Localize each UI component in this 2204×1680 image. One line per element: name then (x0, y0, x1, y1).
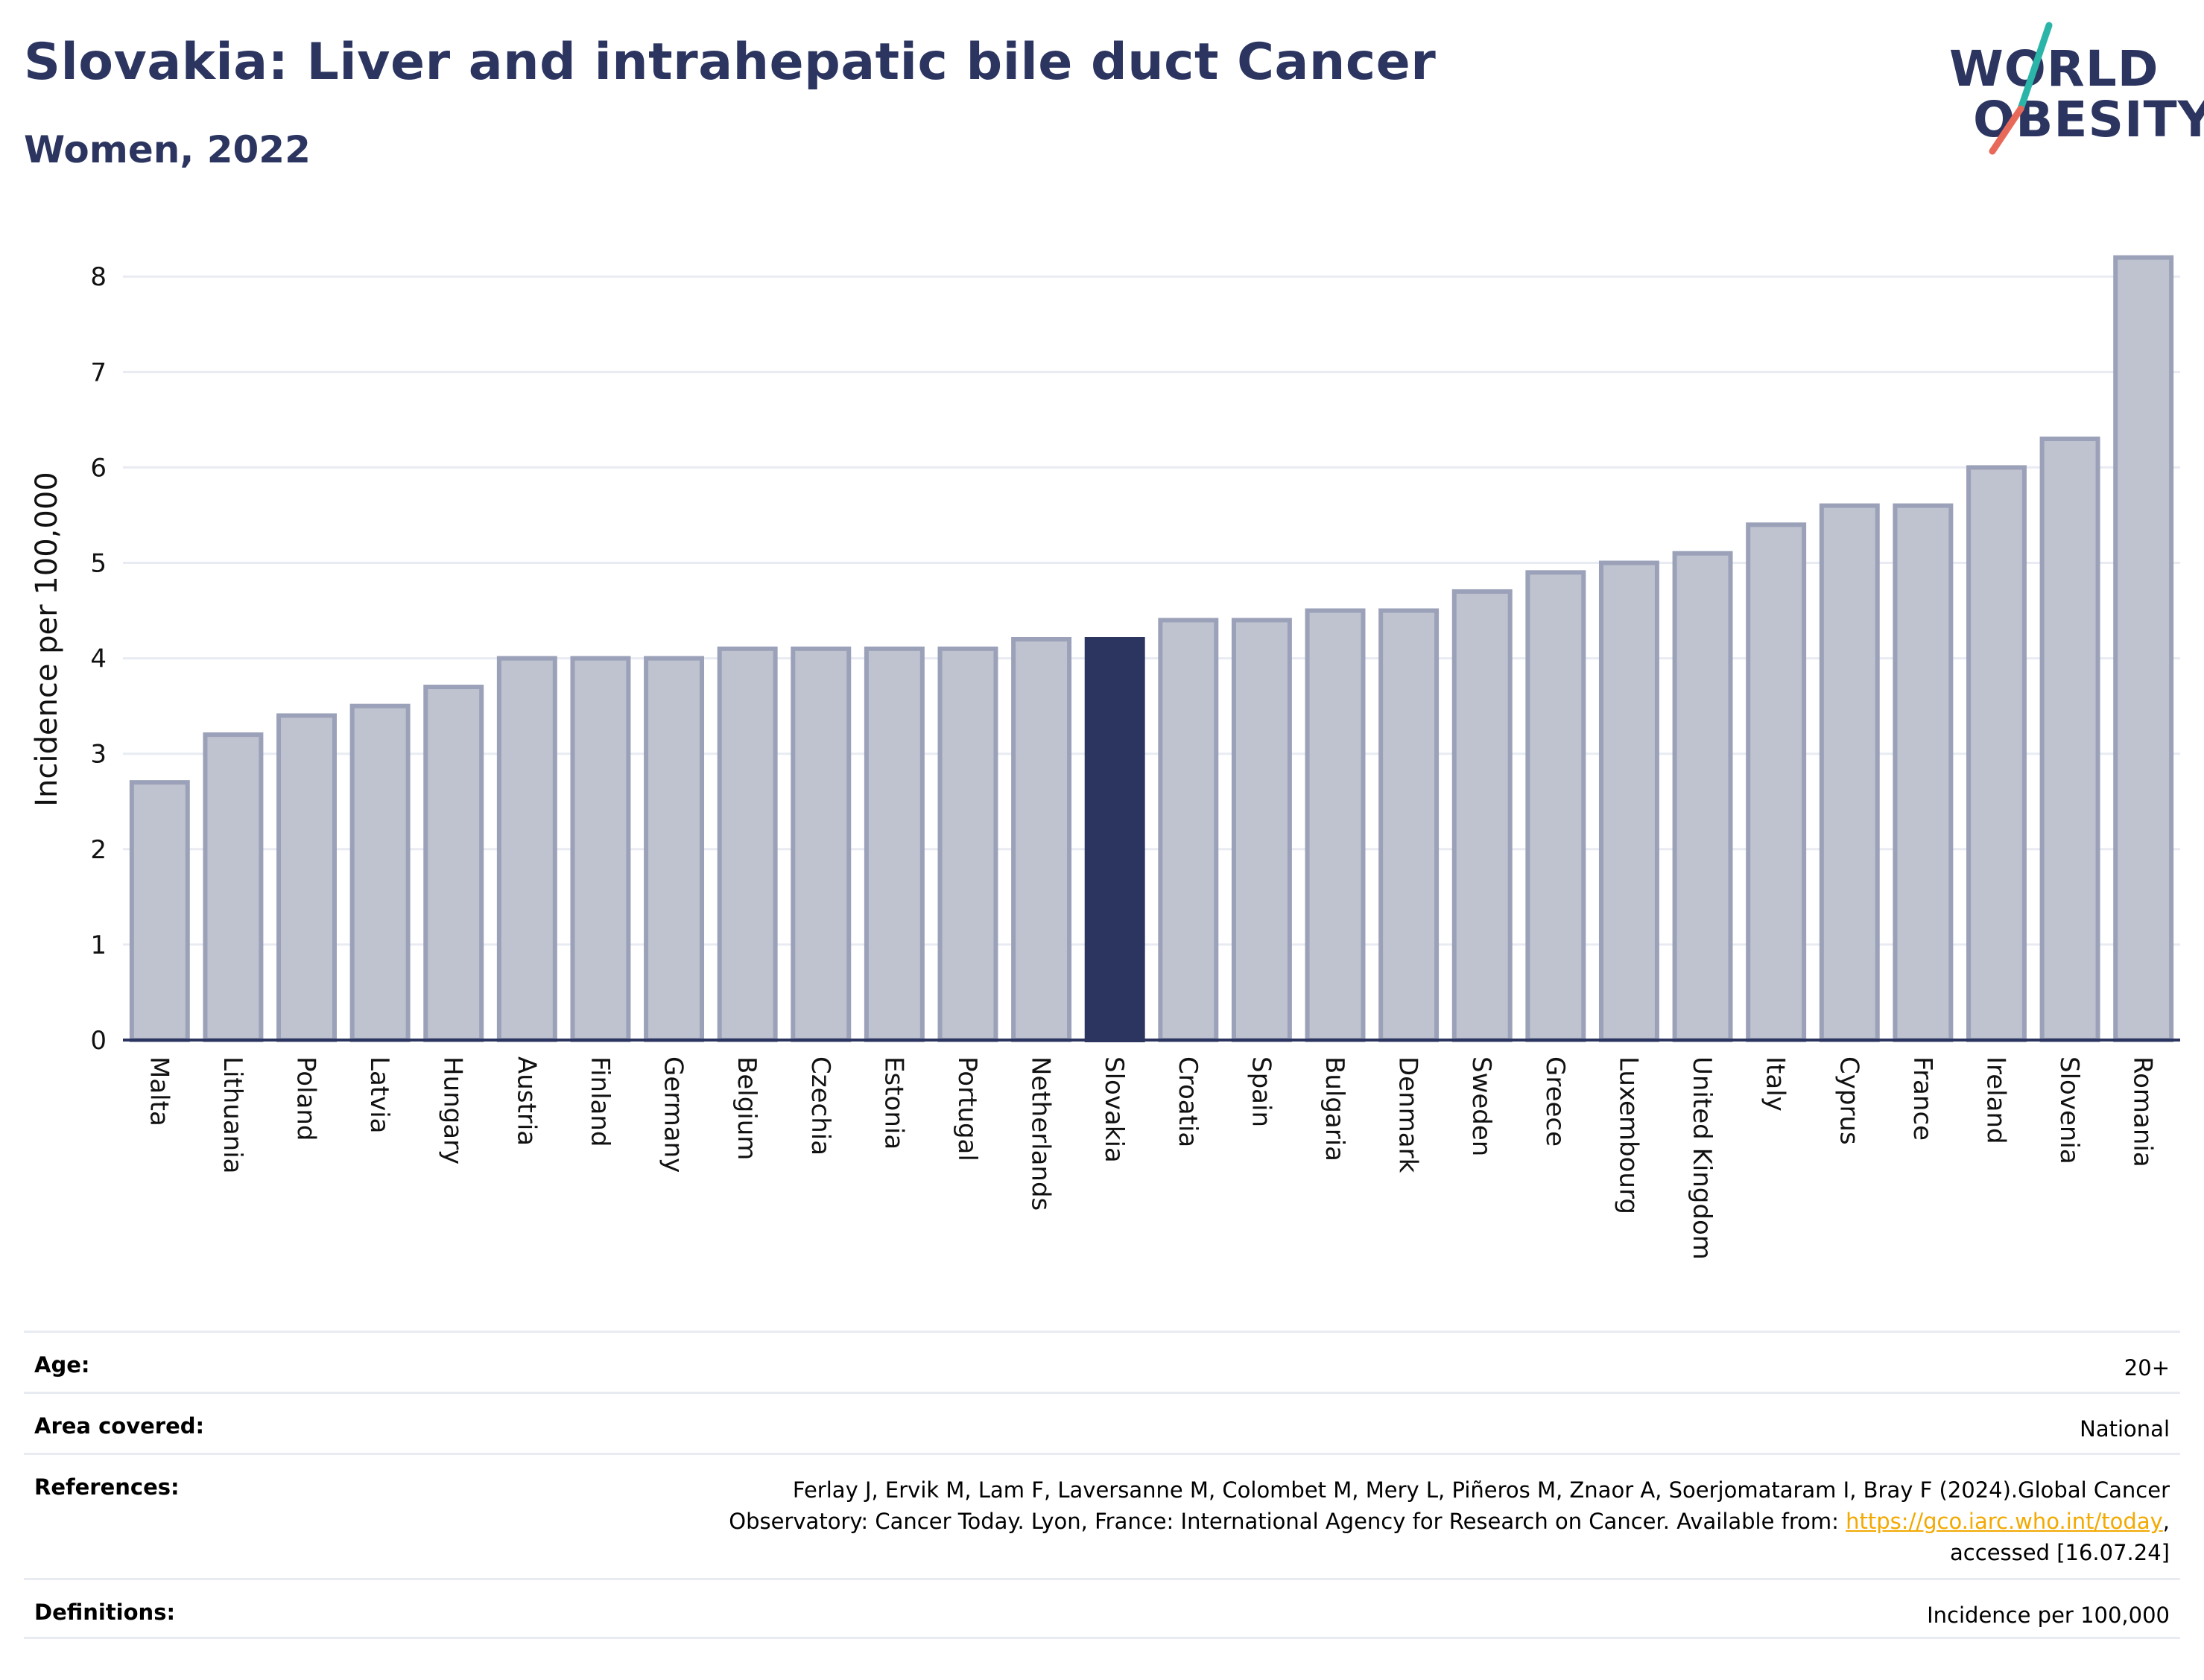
age-value: 20+ (2124, 1355, 2170, 1381)
bar-croatia (1158, 618, 1219, 1042)
references-value: Ferlay J, Ervik M, Lam F, Laversanne M, … (729, 1474, 2170, 1568)
x-tick-label: Belgium (732, 1056, 761, 1160)
bar-belgium (717, 646, 778, 1042)
meta-row-age: Age: 20+ (24, 1331, 2180, 1392)
x-tick-label: Slovenia (2054, 1056, 2084, 1164)
bars (129, 255, 2174, 1043)
bar-poland (276, 713, 337, 1042)
y-tick-label: 3 (90, 740, 107, 770)
y-tick-label: 5 (90, 549, 107, 579)
x-tick-label: Lithuania (218, 1056, 247, 1173)
y-axis-ticks: 0 1 2 3 4 5 6 7 8 (90, 262, 107, 1056)
x-tick-label: Sweden (1466, 1056, 1496, 1156)
x-tick-label: Netherlands (1026, 1056, 1056, 1211)
x-tick-label: Bulgaria (1320, 1056, 1349, 1161)
logo-text-line1: WORLD (1949, 40, 2159, 98)
y-tick-label: 7 (90, 358, 107, 387)
logo-slash-icon (1989, 22, 2053, 155)
x-tick-label: Spain (1246, 1056, 1276, 1127)
bar-germany (644, 656, 705, 1042)
x-tick-label: United Kingdom (1687, 1056, 1717, 1260)
x-tick-label: Estonia (878, 1056, 908, 1150)
bar-hungary (423, 685, 484, 1042)
x-tick-label: Hungary (438, 1056, 468, 1164)
bar-denmark (1378, 608, 1440, 1042)
x-tick-label: Malta (144, 1056, 174, 1126)
bar-cyprus (1819, 503, 1880, 1042)
x-tick-label: Denmark (1393, 1056, 1423, 1173)
bar-sweden (1451, 589, 1513, 1042)
area-label: Area covered: (34, 1413, 205, 1439)
metadata-table: Age: 20+ Area covered: National Referenc… (24, 1331, 2180, 1639)
y-axis-label: Incidence per 100,000 (30, 472, 64, 807)
x-tick-label: Italy (1761, 1056, 1790, 1112)
bar-latvia (349, 703, 411, 1043)
age-label: Age: (34, 1352, 90, 1378)
x-tick-label: Luxembourg (1613, 1056, 1643, 1214)
references-line3: accessed [16.07.24] (1950, 1540, 2170, 1565)
x-tick-label: Latvia (364, 1056, 394, 1134)
meta-row-definitions: Definitions: Incidence per 100,000 (24, 1578, 2180, 1639)
y-tick-label: 2 (90, 835, 107, 865)
bar-netherlands (1011, 637, 1072, 1042)
bar-finland (570, 656, 631, 1042)
chart-title: Slovakia: Liver and intrahepatic bile du… (24, 33, 1437, 92)
bar-czechia (791, 646, 852, 1042)
x-tick-label: Romania (2128, 1056, 2158, 1167)
bar-bulgaria (1305, 608, 1366, 1042)
references-line1: Ferlay J, Ervik M, Lam F, Laversanne M, … (792, 1477, 2170, 1503)
y-tick-label: 1 (90, 931, 107, 960)
world-obesity-logo: WORLD OBESITY (1937, 21, 2204, 155)
x-tick-label: France (1907, 1056, 1937, 1141)
x-axis-ticks: Malta Lithuania Poland Latvia Hungary Austria… (144, 1056, 2157, 1260)
meta-row-references: References: Ferlay J, Ervik M, Lam F, La… (24, 1453, 2180, 1578)
bar-france (1893, 503, 1954, 1042)
y-tick-label: 8 (90, 262, 107, 292)
bar-romania (2113, 255, 2174, 1043)
area-value: National (2080, 1416, 2170, 1442)
bar-spain (1231, 618, 1292, 1042)
bar-italy (1746, 522, 1807, 1042)
x-tick-label: Croatia (1173, 1056, 1203, 1147)
bar-ireland (1966, 465, 2027, 1042)
y-tick-label: 0 (90, 1026, 107, 1056)
meta-row-area: Area covered: National (24, 1392, 2180, 1453)
bar-united-kingdom (1672, 551, 1733, 1042)
references-line2: Observatory: Cancer Today. Lyon, France:… (729, 1509, 1846, 1534)
chart-subtitle: Women, 2022 (24, 128, 311, 171)
bar-luxembourg (1598, 560, 1659, 1042)
bar-malta (129, 780, 190, 1043)
y-tick-label: 6 (90, 453, 107, 483)
x-tick-label: Cyprus (1834, 1056, 1863, 1145)
references-link[interactable]: https://gco.iarc.who.int/today (1846, 1509, 2163, 1534)
bar-lithuania (203, 732, 264, 1042)
bar-estonia (864, 646, 925, 1042)
x-tick-label: Portugal (952, 1056, 982, 1161)
bar-greece (1525, 570, 1586, 1043)
x-tick-label: Finland (585, 1056, 615, 1147)
bar-slovakia (1084, 637, 1145, 1042)
bar-chart: 0 1 2 3 4 5 6 7 8 Malta Lithuania Poland Latvia Hung… (30, 255, 2180, 1260)
bar-slovenia (2039, 437, 2100, 1042)
x-tick-label: Ireland (1980, 1056, 2010, 1144)
references-comma: , (2162, 1509, 2170, 1534)
bar-portugal (937, 646, 998, 1042)
x-tick-label: Greece (1540, 1056, 1570, 1147)
references-label: References: (34, 1474, 180, 1500)
x-tick-label: Czechia (805, 1056, 835, 1156)
x-tick-label: Slovakia (1099, 1056, 1129, 1163)
y-tick-label: 4 (90, 644, 107, 674)
x-tick-label: Austria (511, 1056, 541, 1146)
x-tick-label: Germany (659, 1056, 688, 1173)
bar-austria (496, 656, 557, 1042)
definitions-value: Incidence per 100,000 (1927, 1603, 2170, 1628)
x-tick-label: Poland (291, 1056, 321, 1141)
definitions-label: Definitions: (34, 1600, 176, 1625)
